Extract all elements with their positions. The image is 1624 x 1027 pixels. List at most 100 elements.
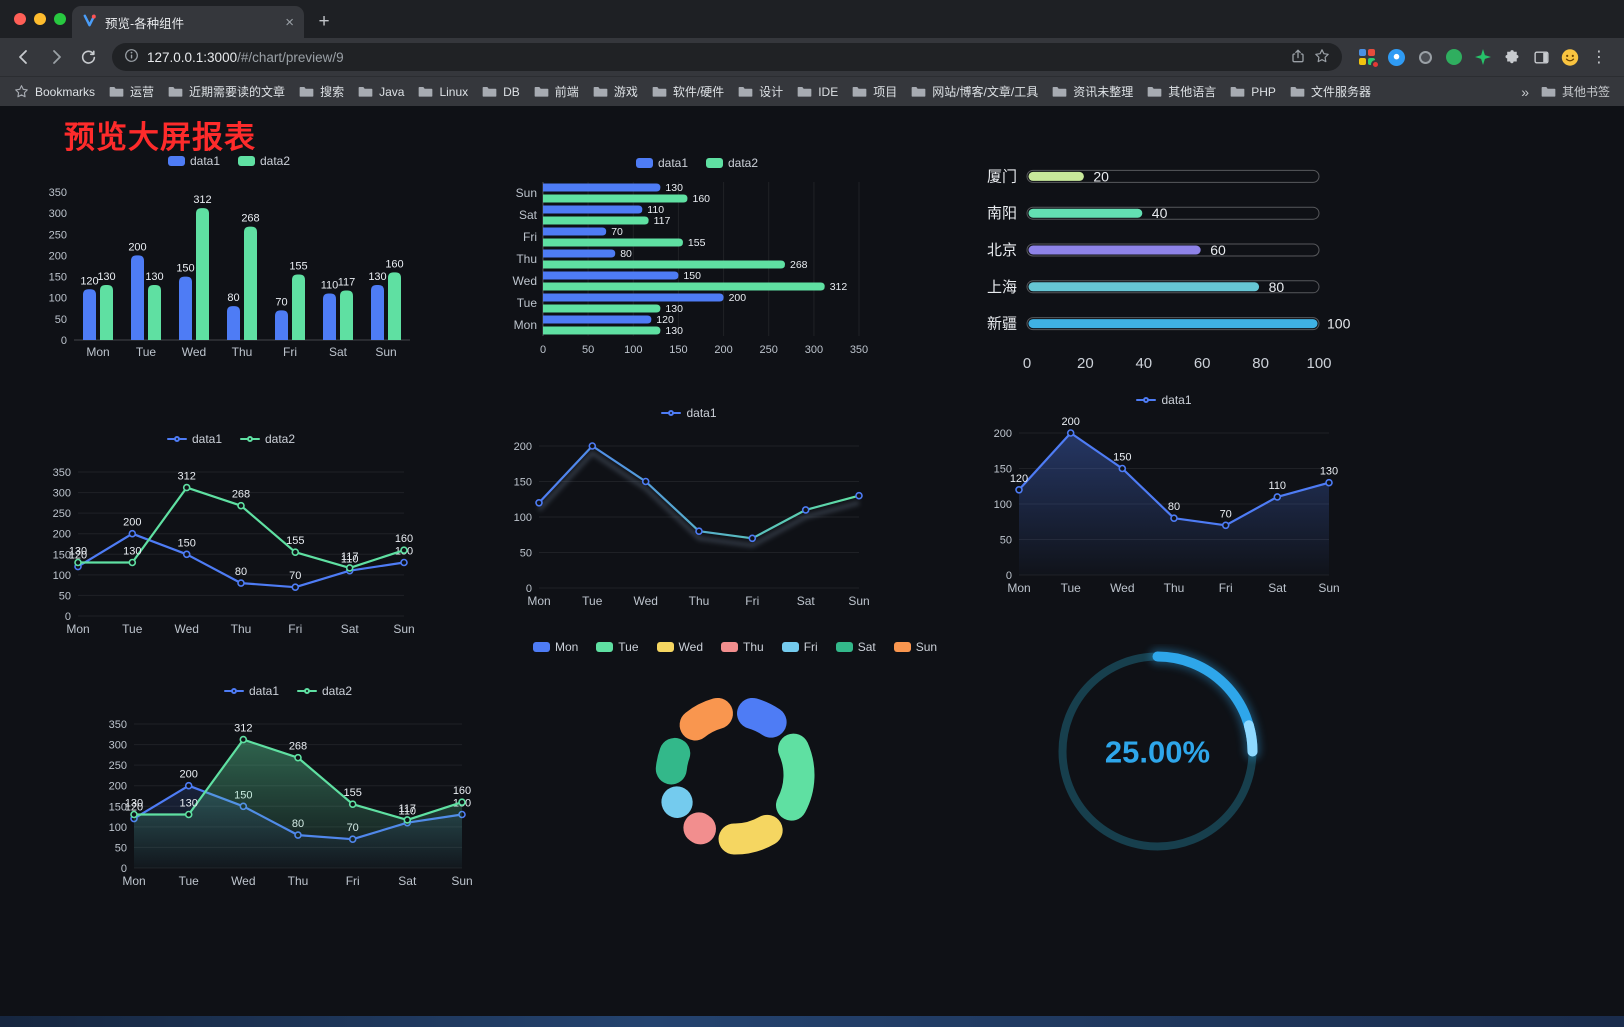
tab-strip: 预览-各种组件 × + — [0, 0, 1624, 38]
svg-text:70: 70 — [1220, 508, 1232, 520]
legend-item[interactable]: Fri — [781, 640, 818, 654]
legend-item[interactable]: Sun — [893, 640, 937, 654]
bookmark-folder[interactable]: Linux — [418, 84, 468, 99]
reload-button[interactable] — [74, 43, 102, 71]
profile-avatar[interactable] — [1561, 48, 1579, 66]
svg-text:200: 200 — [514, 441, 532, 453]
svg-text:130: 130 — [665, 303, 683, 315]
extension-icon-badge[interactable] — [1358, 48, 1380, 69]
new-tab-button[interactable]: + — [318, 11, 330, 32]
legend-item[interactable]: Thu — [721, 640, 764, 654]
extension-icon-green[interactable] — [1445, 48, 1463, 66]
bookmark-folder[interactable]: 设计 — [738, 83, 783, 100]
bookmark-folder[interactable]: 文件服务器 — [1290, 83, 1371, 100]
legend-item[interactable]: Wed — [656, 640, 703, 654]
extension-star-icon[interactable] — [1474, 48, 1492, 66]
other-bookmarks-folder[interactable]: 其他书签 — [1541, 83, 1610, 100]
legend-item[interactable]: data1 — [223, 684, 279, 698]
browser-tab[interactable]: 预览-各种组件 × — [72, 6, 304, 38]
svg-text:100: 100 — [53, 570, 71, 582]
legend-item[interactable]: Sat — [835, 640, 876, 654]
share-icon[interactable] — [1290, 48, 1306, 67]
svg-text:150: 150 — [514, 477, 532, 489]
svg-text:Mon: Mon — [86, 345, 109, 359]
legend-item[interactable]: data2 — [238, 154, 290, 168]
extensions-puzzle-icon[interactable] — [1503, 48, 1521, 66]
legend-item[interactable]: data1 — [661, 406, 717, 420]
svg-text:Mon: Mon — [66, 622, 89, 636]
svg-text:150: 150 — [176, 263, 194, 275]
bookmark-folder[interactable]: 资讯未整理 — [1052, 83, 1133, 100]
legend-item[interactable]: Mon — [532, 640, 578, 654]
svg-text:100: 100 — [624, 344, 642, 356]
forward-button[interactable] — [42, 43, 70, 71]
close-window-button[interactable] — [14, 13, 26, 25]
zoom-window-button[interactable] — [54, 13, 66, 25]
bookmark-folder[interactable]: Java — [358, 84, 404, 99]
svg-text:Sat: Sat — [1268, 581, 1287, 595]
svg-text:70: 70 — [275, 296, 287, 308]
svg-text:Sun: Sun — [393, 622, 414, 636]
bookmark-folder[interactable]: 搜索 — [299, 83, 344, 100]
svg-text:155: 155 — [289, 261, 307, 273]
tab-close-icon[interactable]: × — [285, 13, 294, 31]
browser-toolbar: 127.0.0.1:3000/#/chart/preview/9 ⋮ — [0, 38, 1624, 76]
bookmarks-manager-item[interactable]: Bookmarks — [14, 84, 95, 99]
bookmark-folder[interactable]: 网站/博客/文章/工具 — [911, 83, 1038, 100]
chart-plot: 厦门 20 南阳 40 北京 60 上海 80 新疆 100 0 20 40 60 80 100 — [985, 158, 1353, 376]
two-series-area-chart: data1 data2 0 50 100 150 200 250 300 350 Mon Tue Wed… — [98, 680, 478, 892]
back-button[interactable] — [10, 43, 38, 71]
address-bar[interactable]: 127.0.0.1:3000/#/chart/preview/9 — [112, 43, 1342, 71]
svg-text:0: 0 — [1023, 355, 1031, 372]
svg-text:Thu: Thu — [232, 345, 253, 359]
svg-text:新疆: 新疆 — [987, 316, 1017, 333]
svg-text:60: 60 — [1194, 355, 1211, 372]
side-panel-icon[interactable] — [1532, 48, 1550, 66]
chart-legend: data1 data2 — [38, 150, 420, 172]
svg-text:312: 312 — [193, 194, 211, 206]
bookmark-folder[interactable]: 运营 — [109, 83, 154, 100]
svg-text:Sun: Sun — [516, 186, 537, 200]
menu-kebab-icon[interactable]: ⋮ — [1591, 49, 1607, 66]
site-info-icon[interactable] — [124, 48, 139, 66]
legend-item[interactable]: data1 — [635, 156, 688, 170]
bookmarks-overflow-chevron[interactable]: » — [1521, 83, 1529, 100]
svg-text:250: 250 — [49, 229, 67, 241]
bookmark-folder[interactable]: 前端 — [534, 83, 579, 100]
bookmark-folder[interactable]: IDE — [797, 84, 838, 99]
svg-text:Tue: Tue — [517, 296, 538, 310]
bookmark-folder[interactable]: 软件/硬件 — [652, 83, 724, 100]
legend-item[interactable]: data1 — [1136, 393, 1192, 407]
bookmark-folder[interactable]: 项目 — [852, 83, 897, 100]
chart-plot: 25.00% — [1040, 644, 1275, 859]
progress-gauge-chart: 25.00% — [1040, 644, 1275, 859]
svg-text:110: 110 — [341, 554, 359, 566]
svg-text:110: 110 — [321, 280, 339, 292]
chart-plot: 0 50 100 150 200 Mon Tue Wed Thu Fri Sat Sun — [503, 424, 875, 612]
legend-item[interactable]: Tue — [596, 640, 639, 654]
extension-icon-gray[interactable] — [1416, 48, 1434, 66]
bookmark-folder[interactable]: 其他语言 — [1147, 83, 1216, 100]
legend-item[interactable]: data1 — [166, 432, 222, 446]
extension-pin-icon[interactable] — [1387, 48, 1405, 66]
bookmark-page-star-icon[interactable] — [1314, 48, 1330, 67]
bookmark-folder[interactable]: 游戏 — [593, 83, 638, 100]
legend-item[interactable]: data2 — [706, 156, 758, 170]
svg-text:Tue: Tue — [582, 594, 603, 608]
legend-item[interactable]: data1 — [167, 154, 220, 168]
bookmark-folder[interactable]: DB — [482, 84, 520, 99]
legend-item[interactable]: data2 — [240, 432, 295, 446]
minimize-window-button[interactable] — [34, 13, 46, 25]
url-text: 127.0.0.1:3000/#/chart/preview/9 — [147, 50, 344, 65]
preview-page: 预览大屏报表 data1 data2 0 50 100 150 200 250 300 350 Mo… — [0, 106, 1624, 1027]
svg-text:130: 130 — [180, 798, 198, 810]
svg-text:Fri: Fri — [745, 594, 759, 608]
svg-text:Mon: Mon — [122, 874, 145, 888]
svg-text:Sun: Sun — [375, 345, 396, 359]
svg-text:312: 312 — [830, 281, 848, 293]
legend-item[interactable]: data2 — [297, 684, 352, 698]
bookmark-folder[interactable]: 近期需要读的文章 — [168, 83, 285, 100]
svg-text:70: 70 — [611, 226, 623, 238]
bookmark-folder[interactable]: PHP — [1230, 84, 1276, 99]
svg-text:Sat: Sat — [519, 208, 538, 222]
